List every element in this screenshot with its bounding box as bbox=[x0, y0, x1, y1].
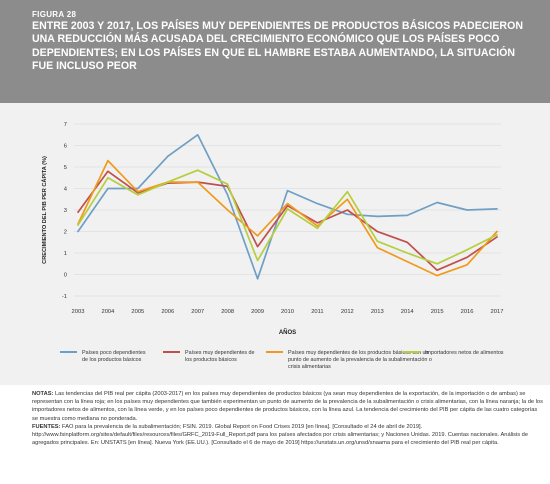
x-tick-label: 2008 bbox=[221, 309, 234, 315]
x-axis-title: AÑOS bbox=[279, 329, 296, 336]
x-tick-label: 2017 bbox=[491, 309, 504, 315]
x-tick-label: 2014 bbox=[401, 309, 415, 315]
series-line-3 bbox=[77, 159, 498, 277]
notes-label: NOTAS: bbox=[32, 391, 54, 397]
line-chart: -1 0 1 2 3 4 5 6 7 2003 2004 2005 2006 2007 2008 2009 20… bbox=[41, 122, 504, 370]
x-tick-label: 2007 bbox=[191, 309, 204, 315]
series-line-1 bbox=[77, 133, 498, 280]
figure-header: FIGURA 28 ENTRE 2003 Y 2017, LOS PAÍSES … bbox=[0, 0, 550, 103]
notes-paragraph: NOTAS: Las tendencias del PIB real per c… bbox=[32, 390, 544, 423]
x-tick-label: 2012 bbox=[341, 309, 354, 315]
y-tick-label: 0 bbox=[64, 273, 67, 279]
legend-label: Importadores netos de alimentos bbox=[425, 350, 504, 356]
x-tick-label: 2013 bbox=[371, 309, 384, 315]
figure-notes: NOTAS: Las tendencias del PIB real per c… bbox=[32, 390, 544, 447]
legend-label: Países poco dependientes de los productos… bbox=[82, 350, 146, 363]
x-tick-label: 2009 bbox=[251, 309, 264, 315]
x-tick-label: 2003 bbox=[72, 309, 85, 315]
y-tick-label: 3 bbox=[64, 208, 67, 214]
y-tick-label: 2 bbox=[64, 230, 67, 236]
figure-title: ENTRE 2003 Y 2017, LOS PAÍSES MUY DEPEND… bbox=[32, 20, 523, 72]
figure-label: FIGURA 28 bbox=[32, 10, 77, 19]
x-tick-label: 2005 bbox=[131, 309, 144, 315]
sources-text: FAO para la prevalencia de la subaliment… bbox=[32, 423, 528, 447]
sources-paragraph: FUENTES: FAO para la prevalencia de la s… bbox=[32, 423, 544, 448]
x-tick-label: 2015 bbox=[431, 309, 444, 315]
y-tick-label: 6 bbox=[64, 144, 67, 150]
y-tick-label: 4 bbox=[64, 187, 68, 193]
legend-label: Países muy dependientes de los productos … bbox=[185, 350, 255, 363]
y-tick-label: 5 bbox=[64, 165, 67, 171]
x-tick-label: 2011 bbox=[311, 309, 323, 315]
notes-text: Las tendencias del PIB real per cápita (… bbox=[32, 391, 543, 422]
y-tick-label: -1 bbox=[62, 294, 67, 300]
y-axis-title: CRECIMIENTO DEL PIB PER CÁPITA (%) bbox=[41, 156, 48, 264]
y-tick-label: 7 bbox=[64, 122, 67, 128]
x-tick-label: 2006 bbox=[161, 309, 174, 315]
y-tick-label: 1 bbox=[64, 251, 67, 257]
series-line-4 bbox=[77, 169, 498, 265]
x-tick-label: 2004 bbox=[101, 309, 115, 315]
legend-label: Países muy dependientes de los productos… bbox=[288, 350, 432, 370]
chart-panel bbox=[0, 103, 550, 385]
sources-label: FUENTES: bbox=[32, 423, 61, 430]
x-tick-label: 2016 bbox=[461, 309, 474, 315]
x-tick-label: 2010 bbox=[281, 309, 294, 315]
